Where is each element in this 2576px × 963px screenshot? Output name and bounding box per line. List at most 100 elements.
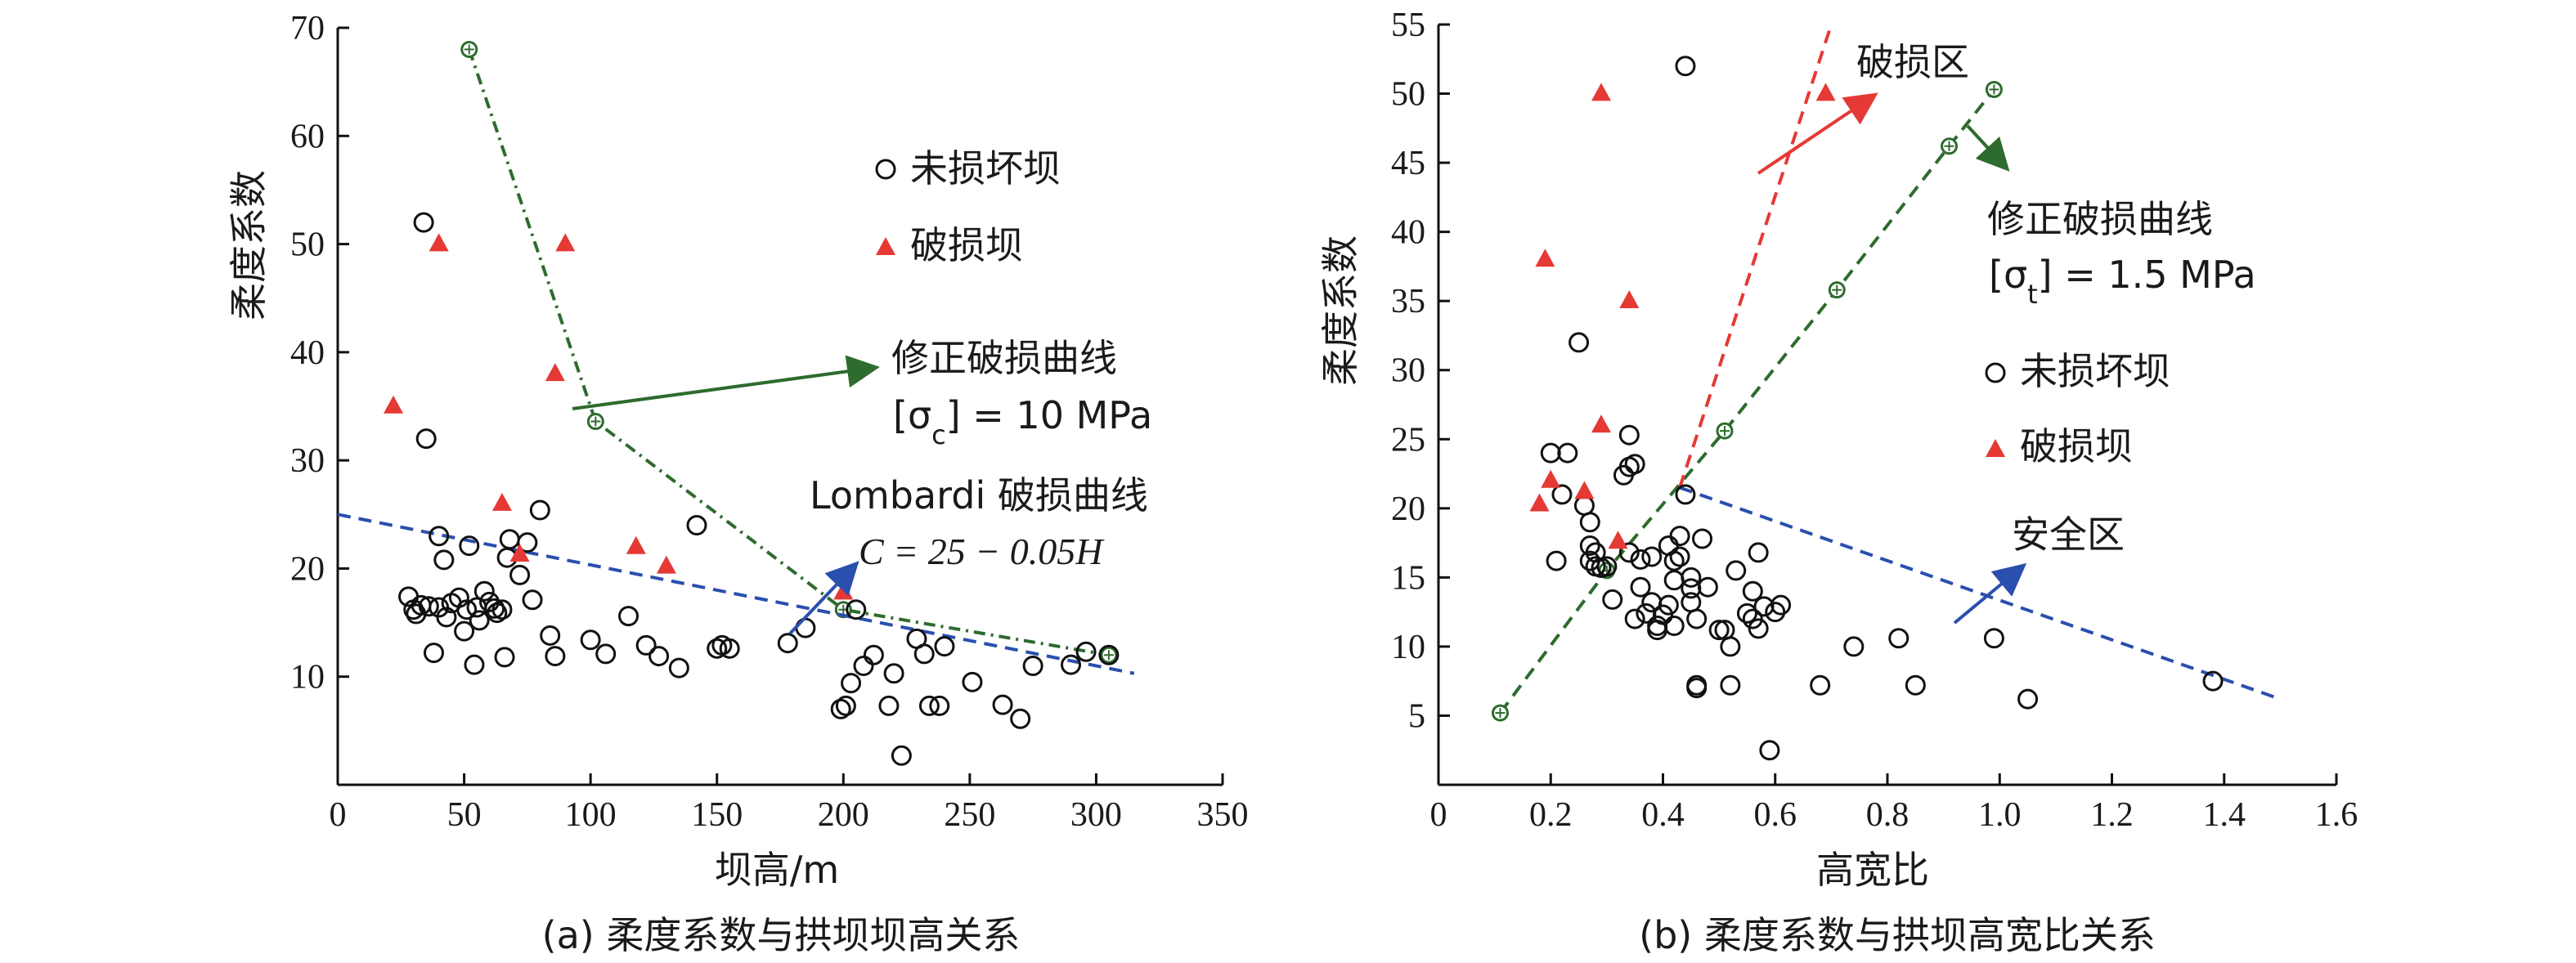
scatter-point-undamaged bbox=[1697, 576, 1718, 598]
scatter-point-undamaged bbox=[846, 599, 867, 620]
curve-0 bbox=[467, 48, 1110, 657]
scatter-point-undamaged bbox=[1681, 592, 1702, 613]
scatter-point-undamaged bbox=[545, 646, 566, 667]
scatter-point-undamaged bbox=[719, 638, 740, 659]
y-tick-label: 10 bbox=[290, 659, 325, 696]
scatter-point-undamaged bbox=[1720, 674, 1741, 696]
x-tick-label: 0.4 bbox=[1641, 796, 1685, 834]
scatter-point-undamaged bbox=[835, 695, 856, 716]
param-suffix: ] = 1.5 MPa bbox=[2038, 253, 2256, 297]
panel-a-lombardi-formula: C = 25 − 0.05H bbox=[859, 531, 1105, 572]
scatter-point-undamaged bbox=[1602, 589, 1623, 610]
y-tick-label: 70 bbox=[290, 10, 325, 47]
scatter-point-damaged bbox=[1574, 481, 1595, 499]
scatter-point-undamaged bbox=[1753, 596, 1775, 617]
x-tick-label: 100 bbox=[565, 796, 617, 834]
scatter-point-undamaged bbox=[934, 636, 955, 657]
x-tick-label: 0 bbox=[1430, 796, 1447, 834]
scatter-point-undamaged bbox=[1630, 549, 1651, 570]
scatter-point-undamaged bbox=[1888, 628, 1910, 649]
panel-b-safe-arrow bbox=[1953, 562, 2027, 625]
scatter-point-damaged bbox=[491, 492, 512, 511]
scatter-point-undamaged bbox=[1720, 636, 1741, 657]
y-tick-label: 30 bbox=[290, 442, 325, 480]
scatter-point-undamaged bbox=[1647, 616, 1668, 637]
scatter-point-undamaged bbox=[853, 655, 874, 676]
panel-a-caption: (a) 柔度系数与拱坝坝高关系 bbox=[542, 913, 1021, 957]
legend-undamaged-label: 未损坏坝 bbox=[910, 146, 1061, 190]
y-tick-label: 40 bbox=[290, 334, 325, 372]
scatter-point-undamaged bbox=[1748, 618, 1769, 639]
scatter-point-damaged bbox=[1541, 469, 1561, 488]
x-tick-label: 1.2 bbox=[2090, 796, 2134, 834]
scatter-point-undamaged bbox=[992, 694, 1013, 715]
scatter-point-undamaged bbox=[1765, 602, 1786, 623]
y-tick-label: 40 bbox=[1391, 214, 1425, 252]
legend-damaged-label: 破损坝 bbox=[2020, 424, 2133, 468]
curve-0 bbox=[1498, 88, 1995, 714]
legend-circle-marker bbox=[1985, 362, 2006, 383]
scatter-point-undamaged bbox=[1630, 576, 1651, 598]
param-prefix: [σ bbox=[1989, 253, 2027, 297]
y-tick-label: 55 bbox=[1391, 7, 1425, 44]
scatter-point-damaged bbox=[626, 535, 646, 554]
scatter-point-undamaged bbox=[1669, 546, 1690, 567]
scatter-point-undamaged bbox=[1675, 484, 1696, 505]
curve-1 bbox=[1679, 486, 2282, 701]
panel-b-damage-arrow bbox=[1757, 92, 1878, 175]
panel-a-modified-curve-label: 修正破损曲线 bbox=[891, 336, 1117, 380]
x-tick-label: 350 bbox=[1197, 796, 1249, 834]
scatter-point-damaged bbox=[1591, 414, 1612, 433]
param-prefix: [σ bbox=[893, 393, 931, 437]
scatter-point-undamaged bbox=[1551, 484, 1573, 505]
scatter-point-undamaged bbox=[883, 663, 904, 684]
scatter-point-undamaged bbox=[1010, 708, 1031, 729]
scatter-point-undamaged bbox=[517, 532, 538, 553]
scatter-point-undamaged bbox=[1022, 655, 1043, 676]
scatter-point-undamaged bbox=[1663, 616, 1685, 637]
scatter-point-undamaged bbox=[436, 607, 457, 628]
scatter-point-undamaged bbox=[469, 610, 490, 631]
scatter-point-undamaged bbox=[522, 589, 543, 611]
scatter-point-damaged bbox=[384, 395, 404, 414]
scatter-point-undamaged bbox=[1579, 535, 1600, 556]
panel-a-legend: 未损坏坝 破损坝 bbox=[875, 146, 1061, 267]
scatter-point-undamaged bbox=[459, 535, 480, 557]
scatter-point-undamaged bbox=[509, 564, 531, 585]
scatter-point-undamaged bbox=[494, 647, 515, 668]
x-tick-label: 250 bbox=[944, 796, 995, 834]
scatter-point-undamaged bbox=[1742, 580, 1763, 602]
scatter-point-undamaged bbox=[1557, 442, 1578, 464]
scatter-point-undamaged bbox=[1770, 594, 1792, 616]
chart-panel-a: 0 50 100 150 200 250 300 350 10 20 30 40 50 60 70 柔度系数… bbox=[227, 10, 1249, 957]
scatter-point-damaged bbox=[429, 233, 449, 252]
scatter-point-undamaged bbox=[891, 745, 912, 766]
panel-a-marks bbox=[384, 212, 1120, 766]
scatter-point-undamaged bbox=[918, 695, 940, 716]
scatter-point-undamaged bbox=[499, 529, 520, 550]
legend-damaged-label: 破损坝 bbox=[910, 223, 1023, 267]
scatter-point-undamaged bbox=[1759, 740, 1780, 761]
x-tick-label: 200 bbox=[818, 796, 869, 834]
scatter-point-undamaged bbox=[1098, 644, 1120, 665]
scatter-point-damaged bbox=[1591, 83, 1612, 101]
param-suffix: ] = 10 MPa bbox=[946, 393, 1152, 437]
scatter-point-undamaged bbox=[1663, 570, 1685, 591]
curve-2 bbox=[1678, 24, 1833, 489]
scatter-point-undamaged bbox=[913, 643, 935, 665]
x-tick-label: 50 bbox=[447, 796, 482, 834]
y-tick-label: 5 bbox=[1408, 697, 1425, 735]
legend-triangle-marker bbox=[1986, 439, 2005, 457]
scatter-point-undamaged bbox=[2017, 688, 2039, 710]
panel-a-lombardi-label: Lombardi 破损曲线 bbox=[810, 473, 1148, 517]
legend-circle-marker bbox=[875, 159, 896, 180]
panel-b-x-axis-label: 高宽比 bbox=[1816, 848, 1929, 892]
scatter-point-undamaged bbox=[1736, 602, 1757, 624]
panel-a-lombardi-arrow bbox=[788, 561, 859, 635]
scatter-point-damaged bbox=[1608, 531, 1628, 549]
scatter-point-undamaged bbox=[1573, 495, 1595, 516]
param-sub: c bbox=[931, 419, 946, 450]
scatter-point-undamaged bbox=[777, 633, 798, 654]
panel-b-safe-zone-label: 安全区 bbox=[2012, 513, 2125, 557]
